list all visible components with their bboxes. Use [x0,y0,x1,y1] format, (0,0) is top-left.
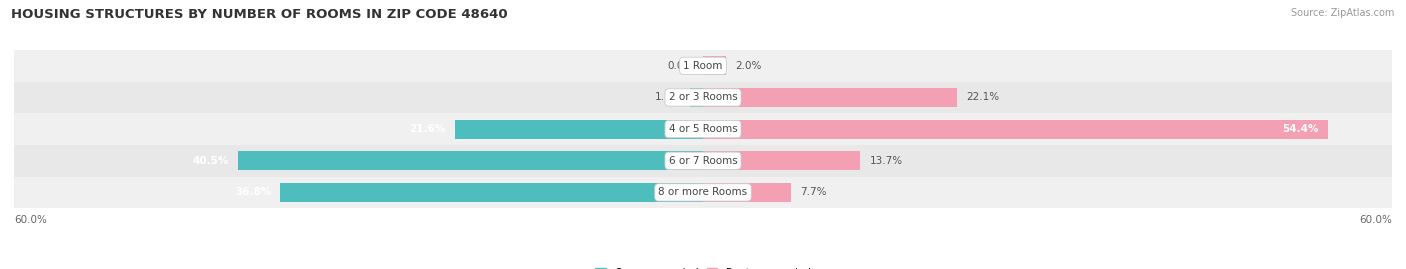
Text: 21.6%: 21.6% [409,124,446,134]
Legend: Owner-occupied, Renter-occupied: Owner-occupied, Renter-occupied [591,264,815,269]
Bar [703,183,792,202]
Bar [280,183,703,202]
Bar [238,151,703,170]
Text: 22.1%: 22.1% [966,93,1000,102]
Bar [703,88,956,107]
Bar [14,176,1392,208]
Text: 13.7%: 13.7% [869,156,903,166]
Text: 6 or 7 Rooms: 6 or 7 Rooms [669,156,737,166]
Bar [690,88,703,107]
Text: 40.5%: 40.5% [193,156,229,166]
Text: 2.0%: 2.0% [735,61,762,71]
Text: 4 or 5 Rooms: 4 or 5 Rooms [669,124,737,134]
Text: 36.8%: 36.8% [235,187,271,197]
Text: 7.7%: 7.7% [800,187,827,197]
Bar [456,120,703,139]
Text: 60.0%: 60.0% [1360,215,1392,225]
Text: 1 Room: 1 Room [683,61,723,71]
Bar [14,50,1392,82]
Text: 1.1%: 1.1% [655,93,681,102]
Text: 8 or more Rooms: 8 or more Rooms [658,187,748,197]
Bar [14,82,1392,113]
Bar [703,120,1327,139]
Text: 0.0%: 0.0% [668,61,693,71]
Bar [703,56,725,75]
Text: Source: ZipAtlas.com: Source: ZipAtlas.com [1291,8,1395,18]
Bar [703,151,860,170]
Text: 54.4%: 54.4% [1282,124,1319,134]
Text: 2 or 3 Rooms: 2 or 3 Rooms [669,93,737,102]
Bar [14,145,1392,176]
Text: 60.0%: 60.0% [14,215,46,225]
Text: HOUSING STRUCTURES BY NUMBER OF ROOMS IN ZIP CODE 48640: HOUSING STRUCTURES BY NUMBER OF ROOMS IN… [11,8,508,21]
Bar [14,113,1392,145]
